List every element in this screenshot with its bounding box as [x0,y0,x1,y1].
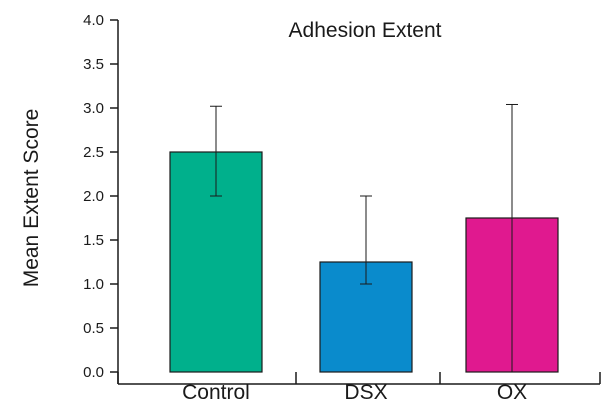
bars [169,151,559,373]
y-tick-label: 0.5 [83,320,104,337]
y-tick-label: 4.0 [83,12,104,29]
x-tick-label: DSX [344,381,387,404]
x-tick-label: OX [497,381,527,404]
x-tick-label: Control [182,381,250,404]
y-axis-ticks: 0.0 0.5 1.0 1.5 2.0 2.5 3.0 3.5 4.0 [83,12,118,381]
y-axis-label: Mean Extent Score [20,109,43,288]
y-tick-label: 1.0 [83,276,104,293]
y-tick-label: 3.0 [83,100,104,117]
y-tick-label: 1.5 [83,232,104,249]
y-tick-label: 3.5 [83,56,104,73]
error-bars [210,103,518,372]
chart-title: Adhesion Extent [289,19,442,42]
y-tick-label: 2.0 [83,188,104,205]
y-tick-label: 0.0 [83,364,104,381]
y-tick-label: 2.5 [83,144,104,161]
x-axis-ticks: Control DSX OX [117,372,601,404]
